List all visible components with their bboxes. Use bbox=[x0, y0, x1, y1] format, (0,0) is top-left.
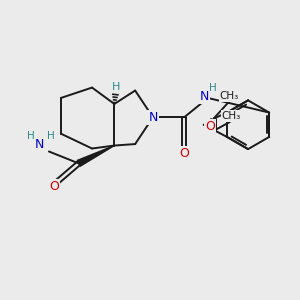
Text: H: H bbox=[209, 83, 217, 94]
Text: CH₃: CH₃ bbox=[220, 92, 239, 101]
Text: CH₃: CH₃ bbox=[222, 111, 241, 121]
Text: H: H bbox=[112, 82, 120, 92]
Polygon shape bbox=[77, 146, 114, 166]
Text: H: H bbox=[27, 131, 34, 141]
Text: O: O bbox=[205, 120, 215, 133]
Text: O: O bbox=[179, 147, 189, 160]
Text: O: O bbox=[50, 180, 59, 193]
Text: N: N bbox=[35, 138, 44, 152]
Text: H: H bbox=[46, 131, 54, 141]
Text: N: N bbox=[200, 90, 209, 103]
Text: N: N bbox=[148, 111, 158, 124]
